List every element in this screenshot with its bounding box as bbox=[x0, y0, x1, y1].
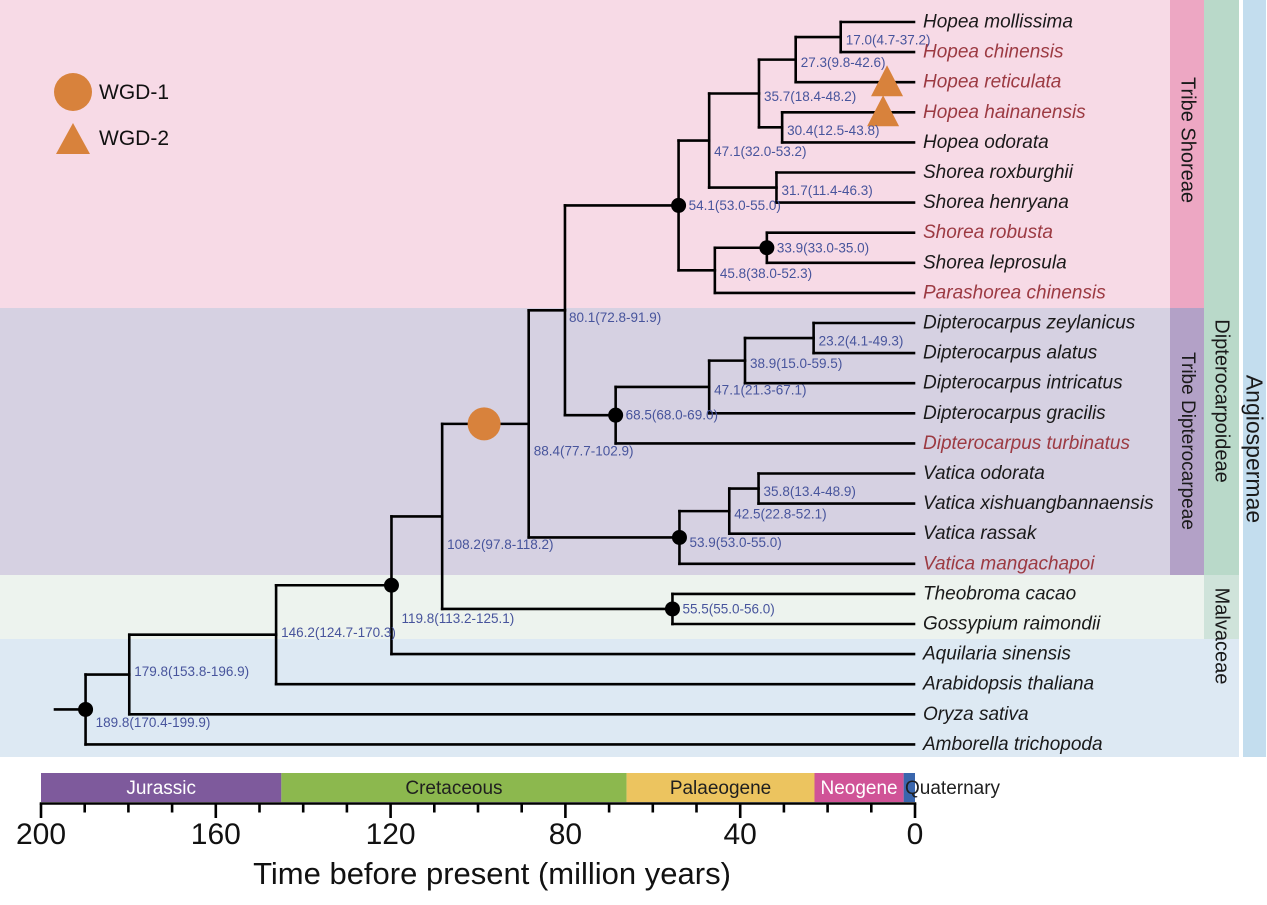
species-label: Oryza sativa bbox=[923, 704, 1029, 725]
node-age-label: 179.8(153.8-196.9) bbox=[134, 664, 249, 679]
geo-period-cretaceous bbox=[281, 773, 627, 802]
node-age-label: 119.8(113.2-125.1) bbox=[401, 611, 514, 626]
node-age-label: 146.2(124.7-170.3) bbox=[281, 625, 396, 640]
clade-label-angiospermae: Angiospermae bbox=[1241, 374, 1267, 524]
species-label: Shorea robusta bbox=[923, 222, 1053, 243]
strip-tribe-dipterocarpeae bbox=[1170, 308, 1204, 575]
species-label: Hopea hainanensis bbox=[923, 102, 1086, 123]
species-label: Dipterocarpus intricatus bbox=[923, 373, 1123, 394]
node-age-label: 38.9(15.0-59.5) bbox=[750, 356, 842, 371]
node-age-label: 54.1(53.0-55.0) bbox=[689, 198, 781, 213]
support-dot bbox=[78, 701, 94, 717]
species-label: Hopea mollissima bbox=[923, 12, 1073, 33]
species-label: Hopea chinensis bbox=[923, 42, 1064, 63]
geo-period-label: Palaeogene bbox=[670, 778, 771, 799]
wgd1-circle-marker bbox=[467, 407, 501, 441]
species-label: Vatica xishuangbannaensis bbox=[923, 493, 1154, 514]
node-age-label: 45.8(38.0-52.3) bbox=[720, 266, 812, 281]
species-label: Aquilaria sinensis bbox=[922, 644, 1071, 665]
species-label: Hopea reticulata bbox=[923, 72, 1061, 93]
geo-period-jurassic bbox=[41, 773, 282, 802]
support-dot bbox=[664, 601, 680, 617]
species-label: Dipterocarpus turbinatus bbox=[923, 433, 1130, 454]
species-label: Parashorea chinensis bbox=[923, 282, 1106, 303]
geo-period-quaternary bbox=[903, 773, 915, 802]
wgd2-triangle-icon bbox=[56, 123, 90, 154]
support-dot bbox=[383, 577, 399, 593]
geo-period-neogene bbox=[814, 773, 904, 802]
node-age-label: 68.5(68.0-69.0) bbox=[626, 408, 718, 423]
legend-label-wgd1: WGD-1 bbox=[99, 81, 169, 104]
strip-tribe-shoreae bbox=[1170, 0, 1204, 308]
species-label: Dipterocarpus gracilis bbox=[923, 403, 1106, 424]
species-label: Vatica rassak bbox=[923, 523, 1038, 544]
node-age-label: 42.5(22.8-52.1) bbox=[734, 507, 826, 522]
node-age-label: 35.7(18.4-48.2) bbox=[764, 89, 856, 104]
support-dot bbox=[608, 407, 624, 423]
geo-period-palaeogene bbox=[626, 773, 815, 802]
node-age-label: 31.7(11.4-46.3) bbox=[781, 183, 872, 198]
axis-tick-label: 0 bbox=[907, 818, 924, 851]
node-age-label: 17.0(4.7-37.2) bbox=[846, 33, 931, 48]
species-label: Dipterocarpus alatus bbox=[923, 343, 1098, 364]
node-age-label: 53.9(53.0-55.0) bbox=[689, 535, 781, 550]
wgd2-triangle-marker bbox=[867, 95, 900, 127]
band-tribe-dipterocarpeae bbox=[0, 308, 1204, 575]
node-age-label: 30.4(12.5-43.8) bbox=[787, 123, 879, 138]
clade-label-malvaceae: Malvaceae bbox=[1210, 587, 1233, 685]
strip-angiospermae bbox=[1243, 0, 1266, 757]
support-dot bbox=[759, 240, 775, 256]
node-age-label: 33.9(33.0-35.0) bbox=[777, 240, 869, 255]
node-age-label: 23.2(4.1-49.3) bbox=[819, 334, 904, 349]
support-dot bbox=[671, 529, 687, 545]
clade-label-tribe-dipterocarpeae: Tribe Dipterocarpeae bbox=[1177, 352, 1198, 530]
node-age-label: 108.2(97.8-118.2) bbox=[447, 537, 553, 552]
geo-period-label: Neogene bbox=[821, 778, 898, 799]
clade-label-dipterocarpoideae: Dipterocarpoideae bbox=[1210, 319, 1233, 483]
geo-period-label: Jurassic bbox=[126, 778, 196, 799]
legend-label-wgd2: WGD-2 bbox=[99, 127, 169, 150]
axis-tick-label: 200 bbox=[16, 818, 66, 851]
clade-label-tribe-shoreae: Tribe Shoreae bbox=[1176, 77, 1199, 203]
species-label: Amborella trichopoda bbox=[922, 734, 1103, 755]
species-label: Shorea henryana bbox=[923, 192, 1069, 213]
support-dot bbox=[671, 197, 687, 213]
species-label: Arabidopsis thaliana bbox=[922, 674, 1094, 695]
axis-title: Time before present (million years) bbox=[253, 856, 731, 891]
species-label: Shorea roxburghii bbox=[923, 162, 1074, 183]
geo-period-label: Cretaceous bbox=[405, 778, 502, 799]
band-tribe-shoreae bbox=[0, 0, 1204, 308]
axis-tick-label: 80 bbox=[549, 818, 582, 851]
band-outgroup bbox=[0, 639, 1239, 757]
species-label: Vatica mangachapoi bbox=[923, 553, 1095, 574]
species-label: Hopea odorata bbox=[923, 132, 1049, 153]
strip-dipterocarpoideae bbox=[1204, 0, 1239, 575]
node-age-label: 47.1(32.0-53.2) bbox=[714, 144, 806, 159]
species-label: Shorea leprosula bbox=[923, 252, 1067, 273]
geo-period-label: Quaternary bbox=[905, 778, 1001, 799]
node-age-label: 27.3(9.8-42.6) bbox=[801, 55, 886, 70]
species-label: Vatica odorata bbox=[923, 463, 1045, 484]
axis-tick-label: 120 bbox=[366, 818, 416, 851]
node-age-label: 189.8(170.4-199.9) bbox=[96, 715, 211, 730]
species-label: Dipterocarpus zeylanicus bbox=[923, 313, 1136, 334]
band-malvaceae bbox=[0, 575, 1204, 639]
node-age-label: 88.4(77.7-102.9) bbox=[534, 443, 634, 458]
node-age-label: 80.1(72.8-91.9) bbox=[569, 310, 661, 325]
node-age-label: 35.8(13.4-48.9) bbox=[764, 484, 856, 499]
strip-malvaceae bbox=[1204, 575, 1239, 639]
node-age-label: 55.5(55.0-56.0) bbox=[682, 601, 774, 616]
species-label: Theobroma cacao bbox=[923, 583, 1076, 604]
species-label: Gossypium raimondii bbox=[923, 614, 1101, 635]
axis-tick-label: 40 bbox=[724, 818, 757, 851]
node-age-label: 47.1(21.3-67.1) bbox=[714, 382, 806, 397]
wgd2-triangle-marker bbox=[871, 65, 904, 97]
wgd1-circle-icon bbox=[54, 73, 92, 111]
axis-tick-label: 160 bbox=[191, 818, 241, 851]
